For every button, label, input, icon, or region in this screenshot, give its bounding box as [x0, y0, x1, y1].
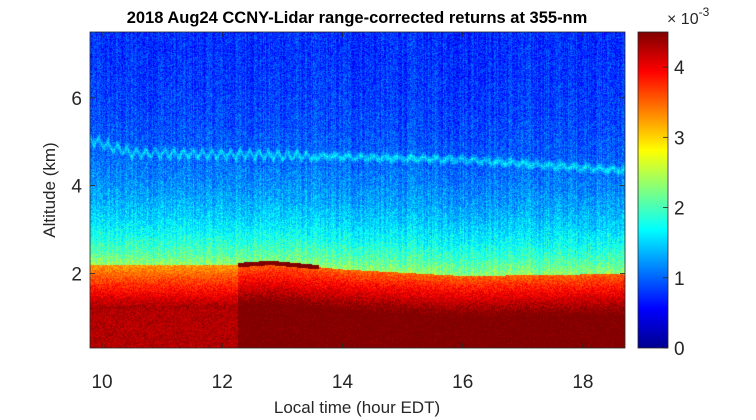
colorbar-tick-label: 2 [674, 199, 685, 220]
x-tick-label: 10 [91, 372, 112, 393]
colorbar-exponent: × 10-3 [667, 5, 710, 28]
colorbar-tick-label: 4 [674, 58, 685, 79]
colorbar-tick-label: 0 [674, 339, 685, 360]
colorbar: 0 1 2 3 4 × 10-3 [637, 5, 710, 360]
colorbar-ticks: 0 1 2 3 4 [663, 58, 685, 360]
x-axis: 10 12 14 16 18 [91, 32, 593, 393]
x-tick-label: 12 [212, 372, 233, 393]
x-axis-label: Local time (hour EDT) [274, 398, 440, 417]
y-axis: 2 4 6 [71, 89, 625, 285]
y-tick-label: 6 [71, 89, 82, 110]
x-tick-label: 16 [452, 372, 473, 393]
chart-title: 2018 Aug24 CCNY-Lidar range-corrected re… [127, 9, 588, 27]
colorbar-tick-label: 3 [674, 128, 685, 149]
colorbar-exponent-power: -3 [699, 5, 710, 19]
y-axis-label: Altitude (km) [40, 142, 59, 237]
colorbar-gradient [637, 31, 669, 349]
colorbar-tick-label: 1 [674, 269, 685, 290]
colorbar-exponent-base: × 10 [667, 11, 699, 28]
x-tick-label: 18 [572, 372, 593, 393]
y-tick-label: 4 [71, 177, 82, 198]
plot-frame [89, 31, 626, 349]
heatmap-area [90, 32, 625, 348]
x-tick-label: 14 [332, 372, 354, 393]
y-tick-label: 2 [71, 264, 82, 285]
